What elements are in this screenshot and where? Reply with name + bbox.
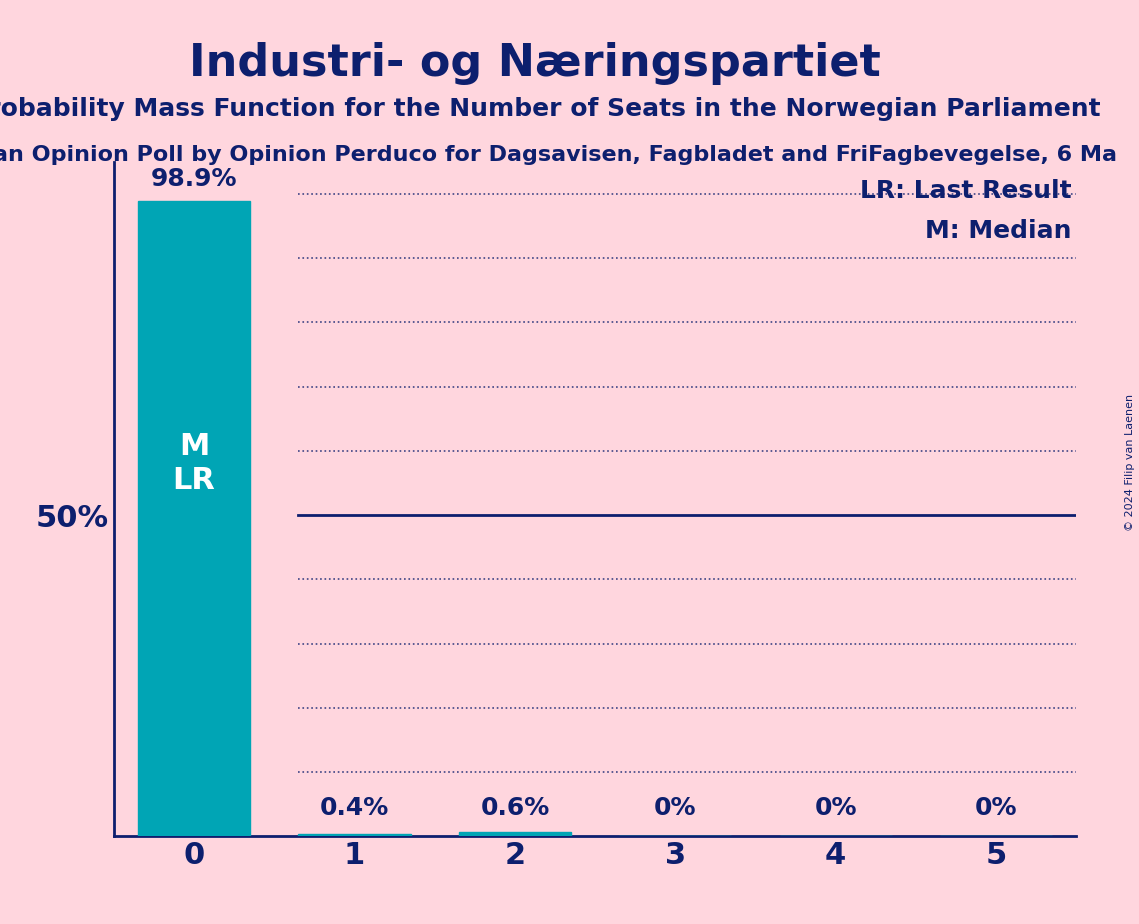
Text: M: Median: M: Median <box>925 219 1072 243</box>
Text: 0%: 0% <box>814 796 857 821</box>
Text: 0%: 0% <box>654 796 697 821</box>
Text: Industri- og Næringspartiet: Industri- og Næringspartiet <box>189 42 882 85</box>
Bar <box>298 833 411 836</box>
Bar <box>459 833 571 836</box>
Text: 0%: 0% <box>975 796 1017 821</box>
Text: LR: Last Result: LR: Last Result <box>860 178 1072 202</box>
Bar <box>138 201 251 836</box>
Text: M
LR: M LR <box>173 432 215 495</box>
Text: © 2024 Filip van Laenen: © 2024 Filip van Laenen <box>1125 394 1134 530</box>
Text: 98.9%: 98.9% <box>150 167 237 191</box>
Text: Probability Mass Function for the Number of Seats in the Norwegian Parliament: Probability Mass Function for the Number… <box>0 97 1100 121</box>
Text: 0.6%: 0.6% <box>481 796 549 821</box>
Text: on an Opinion Poll by Opinion Perduco for Dagsavisen, Fagbladet and FriFagbevege: on an Opinion Poll by Opinion Perduco fo… <box>0 145 1117 165</box>
Text: 0.4%: 0.4% <box>320 796 390 821</box>
